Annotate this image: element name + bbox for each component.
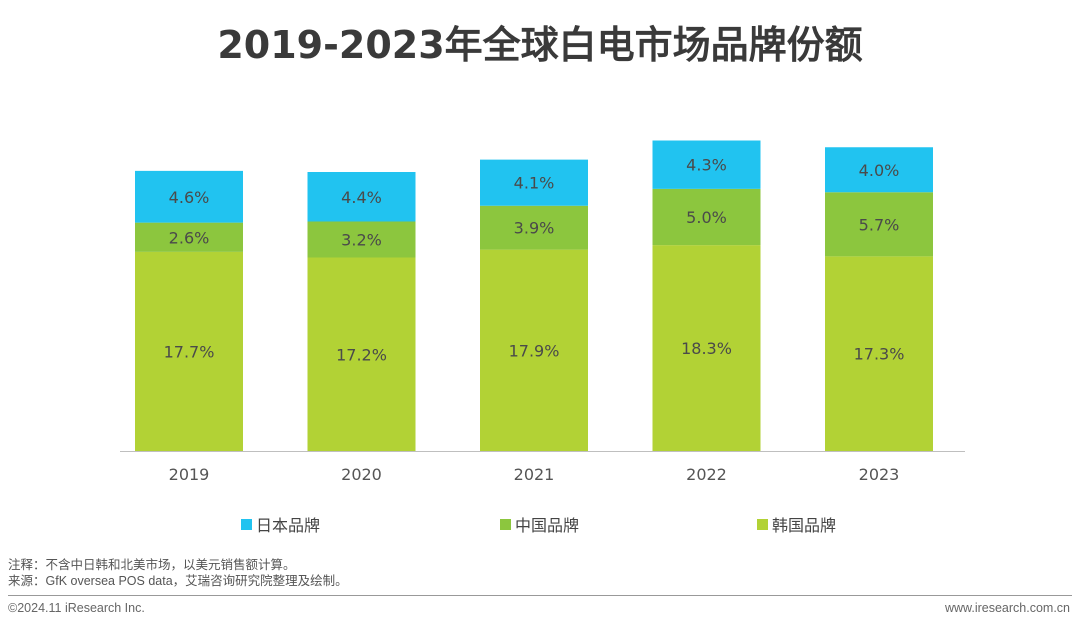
bar-segment xyxy=(135,170,243,223)
data-label: 5.7% xyxy=(859,215,900,234)
bar-segment xyxy=(480,159,588,206)
legend-item-china: 中国品牌 xyxy=(500,512,579,536)
legend-swatch-japan xyxy=(241,518,252,530)
bar-segment xyxy=(825,192,933,257)
bar-segment xyxy=(135,222,243,252)
bar-segment xyxy=(480,249,588,451)
data-label: 4.6% xyxy=(169,188,210,207)
source-text: 来源：GfK oversea POS data，艾瑞咨询研究院整理及绘制。 xyxy=(8,574,348,588)
bar-segment xyxy=(307,257,416,451)
legend-item-japan: 日本品牌 xyxy=(241,512,320,536)
x-tick-label: 2022 xyxy=(686,465,727,484)
legend-label-japan: 日本品牌 xyxy=(256,516,321,535)
data-label: 17.2% xyxy=(336,345,387,364)
x-tick-label: 2019 xyxy=(169,465,210,484)
x-tick-label: 2020 xyxy=(341,465,382,484)
x-tick-label: 2021 xyxy=(514,465,555,484)
legend-item-korea: 韩国品牌 xyxy=(757,512,836,536)
copyright-text: ©2024.11 iResearch Inc. xyxy=(8,601,145,615)
data-label: 17.3% xyxy=(854,345,905,364)
legend-swatch-china xyxy=(500,518,511,530)
footer-divider xyxy=(8,595,1072,596)
note-text: 注释：不含中日韩和北美市场，以美元销售额计算。 xyxy=(8,558,296,572)
data-label: 3.2% xyxy=(341,231,382,250)
bar-segment xyxy=(825,147,933,193)
data-label: 5.0% xyxy=(686,208,727,227)
bar-segment xyxy=(307,172,416,222)
bar-segment xyxy=(652,245,761,451)
data-label: 3.9% xyxy=(514,219,555,238)
data-label: 17.9% xyxy=(509,341,560,360)
legend-label-korea: 韩国品牌 xyxy=(772,516,837,535)
data-label: 4.4% xyxy=(341,188,382,207)
website-link[interactable]: www.iresearch.com.cn xyxy=(944,601,1070,615)
bar-segment xyxy=(135,251,243,451)
data-label: 2.6% xyxy=(169,228,210,247)
data-label: 4.1% xyxy=(514,174,555,193)
bar-segment xyxy=(825,256,933,451)
footnotes: 注释：不含中日韩和北美市场，以美元销售额计算。 来源：GfK oversea P… xyxy=(8,557,348,589)
bar-segment xyxy=(652,140,761,189)
bar-segment xyxy=(652,188,761,246)
bar-segment xyxy=(480,205,588,250)
bar-segment xyxy=(307,221,416,258)
data-label: 4.3% xyxy=(686,156,727,175)
legend-swatch-korea xyxy=(757,518,768,530)
data-label: 17.7% xyxy=(164,342,215,361)
legend-label-china: 中国品牌 xyxy=(515,516,580,535)
data-label: 18.3% xyxy=(681,339,732,358)
chart-title: 2019-2023年全球白电市场品牌份额 xyxy=(217,23,863,67)
data-label: 4.0% xyxy=(859,161,900,180)
x-tick-label: 2023 xyxy=(859,465,900,484)
